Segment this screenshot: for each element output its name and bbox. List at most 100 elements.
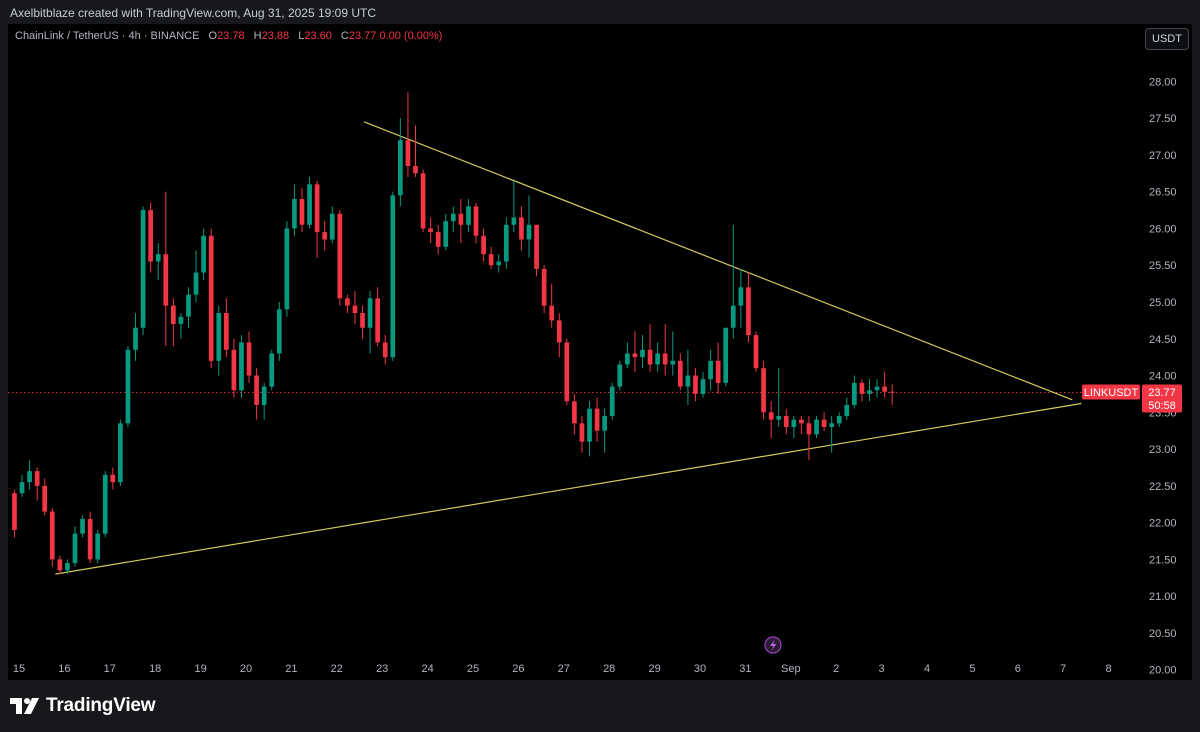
candle	[42, 478, 48, 516]
candle	[655, 342, 660, 372]
tradingview-logo[interactable]: TradingView	[10, 694, 156, 718]
candle	[882, 371, 887, 398]
x-tick-label: 21	[285, 663, 297, 675]
candle-body	[844, 404, 850, 416]
candle-body	[594, 408, 600, 431]
candle	[329, 206, 335, 244]
candle	[307, 176, 312, 229]
candle-body	[118, 423, 123, 483]
candle	[239, 335, 244, 398]
candle	[19, 474, 25, 497]
candle	[715, 342, 721, 394]
candle-body	[87, 518, 93, 560]
candle	[269, 349, 275, 391]
x-tick-label: 23	[376, 663, 388, 675]
candle	[473, 202, 479, 244]
candle-body	[799, 419, 804, 424]
price-tag-price: 23.77	[1148, 387, 1176, 399]
candle	[730, 224, 736, 339]
candle	[292, 184, 297, 236]
candle	[640, 335, 645, 369]
price-tag-countdown: 50:58	[1148, 400, 1176, 412]
candle	[829, 415, 835, 453]
legend-high-value: 23.88	[261, 30, 290, 42]
candle	[261, 382, 267, 420]
candle	[49, 507, 55, 567]
candle	[814, 415, 819, 439]
x-tick-label: 19	[194, 663, 206, 675]
candle	[746, 272, 751, 343]
candle-body	[662, 353, 668, 365]
candle-body	[836, 415, 842, 424]
candle-body	[708, 360, 713, 380]
candle-body	[155, 254, 161, 262]
candle-body	[549, 305, 555, 321]
candle-body	[19, 482, 25, 494]
candle-body	[753, 335, 759, 369]
currency-button[interactable]: USDT	[1145, 28, 1189, 50]
candle	[140, 206, 146, 336]
candle-body	[579, 423, 585, 442]
price-tag-value-bg	[1142, 384, 1182, 413]
y-tick-label: 25.50	[1149, 260, 1177, 272]
candle	[193, 250, 199, 302]
candle	[337, 210, 343, 306]
candle-body	[223, 313, 229, 350]
candle	[844, 397, 850, 420]
candle	[102, 471, 108, 538]
candle	[12, 489, 17, 538]
candle-body	[322, 232, 328, 240]
chart-panel[interactable]	[8, 24, 1192, 680]
candle	[246, 331, 252, 383]
candle	[594, 397, 600, 442]
candle	[625, 342, 630, 369]
candle-body	[640, 349, 645, 358]
candle-body	[821, 419, 827, 428]
x-tick-label: 22	[331, 663, 343, 675]
lightning-icon[interactable]	[764, 636, 782, 654]
candle-body	[102, 474, 108, 534]
candle	[276, 301, 282, 361]
candle	[889, 384, 895, 405]
candle	[481, 228, 486, 262]
candle	[80, 515, 85, 538]
candle-body	[450, 213, 456, 222]
x-tick-label: 31	[739, 663, 751, 675]
candle	[72, 526, 78, 567]
candle	[208, 228, 214, 369]
candle	[541, 265, 547, 314]
candle	[223, 298, 229, 358]
x-tick-label: 15	[13, 663, 25, 675]
candle-body	[466, 206, 471, 225]
legend-close-label: C	[340, 30, 349, 42]
x-tick-label: 25	[467, 663, 479, 675]
candle-body	[42, 485, 48, 512]
candle-body	[526, 224, 532, 240]
y-tick-label: 26.50	[1149, 187, 1177, 199]
candle-body	[95, 533, 101, 560]
candle	[609, 382, 615, 420]
candle	[299, 188, 305, 233]
candle	[799, 415, 804, 435]
y-tick-label: 25.00	[1149, 297, 1177, 309]
candle-body	[746, 287, 751, 336]
candle-body	[246, 342, 252, 376]
candle	[488, 246, 494, 269]
legend-open-label: O	[208, 30, 218, 42]
candle	[791, 415, 797, 439]
trendline-layer	[55, 121, 1082, 575]
candle-body	[375, 298, 381, 343]
x-tick-label: 4	[924, 663, 930, 675]
y-tick-label: 23.00	[1149, 444, 1177, 456]
candle-body	[814, 419, 819, 435]
candle	[458, 199, 464, 244]
x-tick-label: 27	[558, 663, 570, 675]
candle	[503, 217, 509, 269]
x-tick-label: 30	[694, 663, 706, 675]
candle-body	[292, 199, 297, 229]
candle-body	[481, 235, 486, 255]
candle-body	[829, 423, 835, 428]
candle-body	[193, 272, 199, 295]
